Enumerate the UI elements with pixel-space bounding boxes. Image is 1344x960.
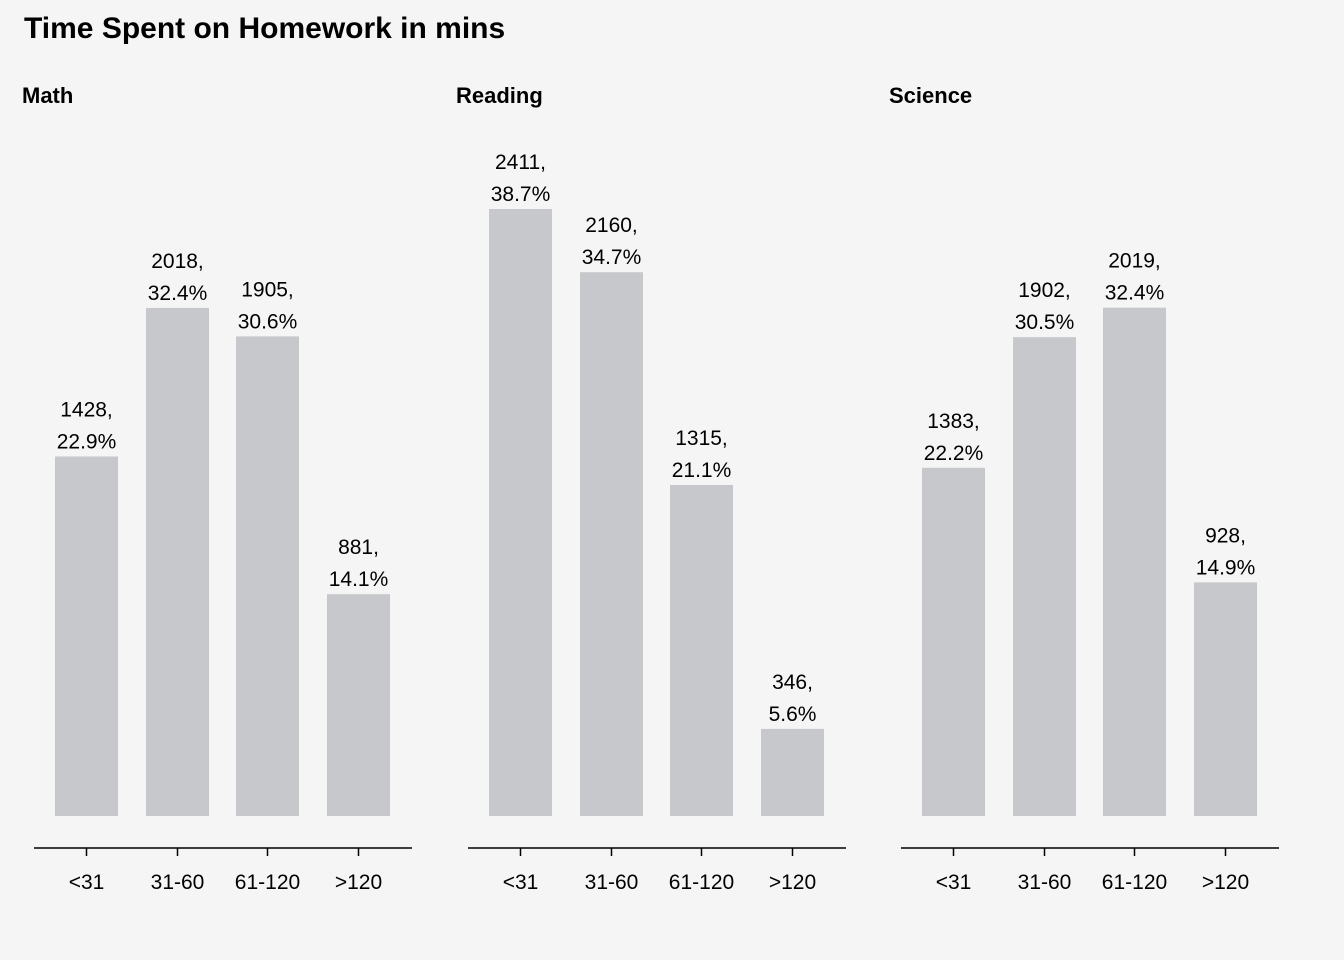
tick-label-reading-2: 61-120 <box>669 871 734 894</box>
tick-label-reading-3: >120 <box>769 871 816 894</box>
data-label-math-0: 1428, 22.9% <box>57 398 117 453</box>
data-label-reading-1: 2160, 34.7% <box>582 214 642 269</box>
data-label-value: 1383, <box>927 410 980 433</box>
tick-label-reading-0: <31 <box>503 871 539 894</box>
data-label-science-1: 1902, 30.5% <box>1015 279 1075 334</box>
data-label-percent: 38.7% <box>491 183 551 206</box>
data-label-value: 881, <box>338 536 379 559</box>
bar-science-3 <box>1194 582 1257 816</box>
data-label-percent: 5.6% <box>769 703 817 726</box>
tick-label-science-3: >120 <box>1202 871 1249 894</box>
data-label-reading-2: 1315, 21.1% <box>672 427 732 482</box>
data-label-math-1: 2018, 32.4% <box>148 250 208 305</box>
panel-math: Math 1428, 22.9% <31 2018, 32.4% 31-60 1905, 30.… <box>22 83 412 894</box>
data-label-percent: 30.6% <box>238 310 298 333</box>
bar-math-3 <box>327 594 390 816</box>
panel-science: Science 1383, 22.2% <31 1902, 30.5% 31-60 2019,… <box>889 83 1279 894</box>
data-label-science-0: 1383, 22.2% <box>924 410 984 465</box>
data-label-value: 2411, <box>495 151 546 174</box>
bar-reading-2 <box>670 484 733 816</box>
data-label-percent: 14.1% <box>329 568 389 591</box>
tick-label-reading-1: 31-60 <box>585 871 639 894</box>
data-label-value: 2160, <box>585 214 638 237</box>
bar-reading-0 <box>489 209 552 816</box>
tick-label-math-1: 31-60 <box>151 871 205 894</box>
bar-science-2 <box>1103 307 1166 816</box>
data-label-percent: 32.4% <box>148 282 208 305</box>
data-label-value: 1905, <box>241 278 294 301</box>
tick-label-math-2: 61-120 <box>235 871 300 894</box>
data-label-value: 2018, <box>151 250 204 273</box>
data-label-math-3: 881, 14.1% <box>329 536 389 591</box>
data-label-percent: 14.9% <box>1196 556 1256 579</box>
data-label-science-2: 2019, 32.4% <box>1105 250 1165 305</box>
data-label-value: 346, <box>772 671 813 694</box>
data-label-reading-3: 346, 5.6% <box>769 671 817 726</box>
data-label-percent: 21.1% <box>672 459 732 482</box>
tick-label-science-2: 61-120 <box>1102 871 1167 894</box>
bar-math-2 <box>236 336 299 816</box>
data-label-value: 928, <box>1205 524 1246 547</box>
data-label-percent: 34.7% <box>582 246 642 269</box>
panel-title-science: Science <box>889 83 972 108</box>
bar-science-0 <box>922 467 985 816</box>
data-label-percent: 22.9% <box>57 430 117 453</box>
data-label-math-2: 1905, 30.6% <box>238 278 298 333</box>
data-label-percent: 32.4% <box>1105 282 1165 305</box>
chart-title: Time Spent on Homework in mins <box>24 12 506 45</box>
panel-reading: Reading 2411, 38.7% <31 2160, 34.7% 31-60 1315,… <box>456 83 846 894</box>
bar-reading-1 <box>580 272 643 816</box>
bar-science-1 <box>1013 337 1076 816</box>
tick-label-science-1: 31-60 <box>1018 871 1072 894</box>
bar-math-1 <box>146 307 209 816</box>
data-label-science-3: 928, 14.9% <box>1196 524 1256 579</box>
data-label-reading-0: 2411, 38.7% <box>491 151 551 206</box>
panel-title-reading: Reading <box>456 83 543 108</box>
panel-title-math: Math <box>22 83 73 108</box>
data-label-value: 2019, <box>1108 250 1161 273</box>
bar-reading-3 <box>761 728 824 816</box>
data-label-value: 1315, <box>675 427 728 450</box>
data-label-percent: 30.5% <box>1015 311 1075 334</box>
data-label-percent: 22.2% <box>924 442 984 465</box>
bar-math-0 <box>55 456 118 816</box>
tick-label-math-0: <31 <box>69 871 105 894</box>
tick-label-math-3: >120 <box>335 871 382 894</box>
tick-label-science-0: <31 <box>936 871 972 894</box>
data-label-value: 1902, <box>1018 279 1071 302</box>
data-label-value: 1428, <box>60 398 113 421</box>
